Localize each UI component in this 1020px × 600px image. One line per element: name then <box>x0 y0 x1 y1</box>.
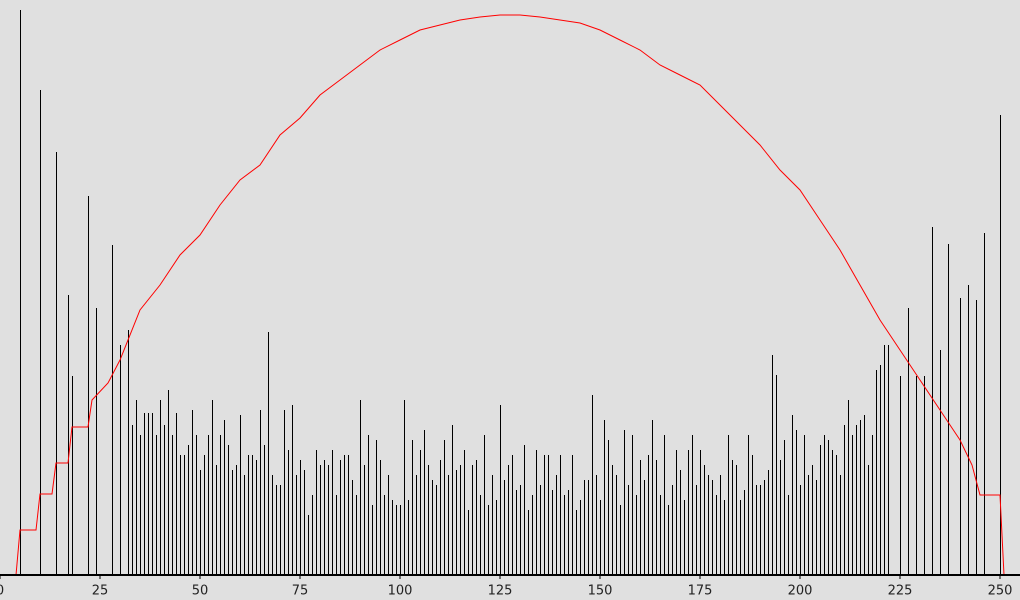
x-tick-label: 75 <box>292 584 309 599</box>
x-tick-label: 50 <box>192 584 209 599</box>
x-tick-label: 250 <box>988 584 1013 599</box>
x-tick-label: 0 <box>0 584 4 599</box>
x-tick-label: 100 <box>388 584 413 599</box>
x-tick-label: 150 <box>588 584 613 599</box>
x-tick-label: 175 <box>688 584 713 599</box>
x-tick-label: 200 <box>788 584 813 599</box>
x-tick-label: 125 <box>488 584 513 599</box>
x-tick-label: 225 <box>888 584 913 599</box>
curve <box>0 14 1005 576</box>
x-tick-label: 25 <box>92 584 109 599</box>
